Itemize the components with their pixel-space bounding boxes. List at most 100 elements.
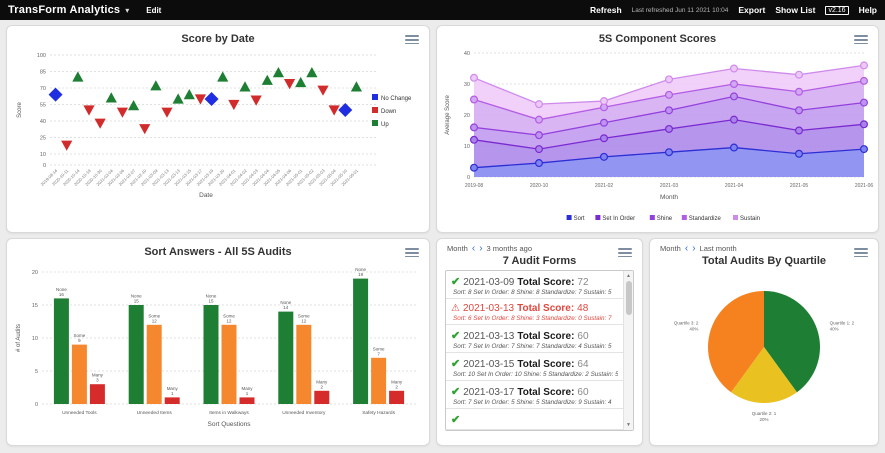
area-point[interactable] xyxy=(534,131,543,140)
area-point[interactable] xyxy=(664,90,673,99)
bar[interactable] xyxy=(71,344,87,404)
scatter-point[interactable] xyxy=(228,99,240,111)
scatter-point[interactable] xyxy=(105,92,117,103)
area-point[interactable] xyxy=(794,87,803,96)
area-point[interactable] xyxy=(859,76,868,85)
scatter-point[interactable] xyxy=(306,67,318,78)
next-period-icon[interactable]: › xyxy=(692,243,696,254)
area-point[interactable] xyxy=(599,118,608,127)
scatter-point[interactable] xyxy=(272,67,285,78)
scatter-point[interactable] xyxy=(250,95,262,106)
legend-item[interactable]: Up xyxy=(372,120,389,128)
area-point[interactable] xyxy=(729,64,738,73)
pie-slice[interactable] xyxy=(731,347,797,403)
bar[interactable] xyxy=(314,390,330,404)
scatter-point[interactable] xyxy=(261,74,273,85)
area-point[interactable] xyxy=(729,92,738,101)
scatter-point[interactable] xyxy=(239,81,251,92)
area-point[interactable] xyxy=(729,115,738,124)
audit-list-item[interactable]: ✔ xyxy=(446,409,623,430)
panel-menu-icon[interactable] xyxy=(854,33,868,47)
scatter-point[interactable] xyxy=(150,80,162,91)
scatter-point[interactable] xyxy=(72,71,84,82)
area-point[interactable] xyxy=(534,115,543,124)
area-point[interactable] xyxy=(664,106,673,115)
export-button[interactable]: Export xyxy=(738,5,766,15)
scroll-down-icon[interactable]: ▼ xyxy=(626,422,631,428)
scatter-point[interactable] xyxy=(295,76,307,88)
panel-menu-icon[interactable] xyxy=(405,33,419,47)
scroll-thumb[interactable] xyxy=(626,281,632,315)
bar[interactable] xyxy=(239,397,255,404)
audit-list-item[interactable]: ✔ 2021-03-13 Total Score: 60 Sort: 7 Set In … xyxy=(446,325,623,353)
legend-item[interactable]: Down xyxy=(372,107,396,115)
pie-slice[interactable] xyxy=(708,291,764,393)
scatter-point[interactable] xyxy=(350,81,363,92)
audit-list-item[interactable]: ✔ 2021-03-09 Total Score: 72 Sort: 8 Set In … xyxy=(446,271,623,299)
show-list-button[interactable]: Show List xyxy=(775,5,816,15)
legend-item[interactable]: Sort xyxy=(566,215,584,222)
bar[interactable] xyxy=(89,384,105,404)
area-point[interactable] xyxy=(859,120,868,129)
scatter-point[interactable] xyxy=(94,118,106,129)
bar[interactable] xyxy=(203,305,219,404)
scatter-point[interactable] xyxy=(172,93,184,104)
area-band[interactable] xyxy=(473,96,864,150)
scatter-point[interactable] xyxy=(283,79,296,90)
audit-list-item[interactable]: ✔ 2021-03-17 Total Score: 60 Sort: 7 Set In … xyxy=(446,381,623,409)
area-point[interactable] xyxy=(664,148,673,157)
area-point[interactable] xyxy=(599,152,608,161)
pie-slice[interactable] xyxy=(764,291,820,393)
scatter-point[interactable] xyxy=(116,107,129,118)
edit-menu[interactable]: Edit xyxy=(146,5,162,15)
area-point[interactable] xyxy=(469,135,478,144)
area-band[interactable] xyxy=(473,147,864,177)
scatter-point[interactable] xyxy=(328,105,340,116)
bar[interactable] xyxy=(296,324,312,404)
area-point[interactable] xyxy=(534,145,543,154)
area-point[interactable] xyxy=(729,79,738,88)
scatter-point[interactable] xyxy=(183,89,195,100)
bar[interactable] xyxy=(221,324,237,404)
area-point[interactable] xyxy=(469,163,478,172)
legend-item[interactable]: Standardize xyxy=(681,215,721,222)
panel-menu-icon[interactable] xyxy=(618,246,632,260)
help-button[interactable]: Help xyxy=(858,5,877,15)
area-point[interactable] xyxy=(664,75,673,84)
chevron-down-icon[interactable]: ▾ xyxy=(125,5,130,15)
area-point[interactable] xyxy=(794,126,803,135)
bar[interactable] xyxy=(371,357,387,404)
area-point[interactable] xyxy=(469,95,478,104)
bar[interactable] xyxy=(53,298,69,404)
scatter-point[interactable] xyxy=(61,140,73,151)
area-point[interactable] xyxy=(599,97,608,106)
refresh-button[interactable]: Refresh xyxy=(590,5,622,15)
legend-item[interactable]: Set In Order xyxy=(594,215,635,222)
scrollbar[interactable]: ▲ ▼ xyxy=(623,271,633,430)
scatter-point[interactable] xyxy=(204,92,219,106)
panel-menu-icon[interactable] xyxy=(854,246,868,260)
bar[interactable] xyxy=(389,390,405,404)
legend-item[interactable]: No Change xyxy=(372,94,412,102)
area-point[interactable] xyxy=(794,106,803,115)
area-point[interactable] xyxy=(599,134,608,143)
legend-item[interactable]: Shine xyxy=(649,215,672,222)
area-point[interactable] xyxy=(534,159,543,168)
area-point[interactable] xyxy=(859,61,868,70)
scatter-point[interactable] xyxy=(161,107,173,118)
area-point[interactable] xyxy=(469,73,478,82)
area-point[interactable] xyxy=(534,100,543,109)
bar[interactable] xyxy=(353,278,369,404)
area-point[interactable] xyxy=(859,98,868,107)
area-point[interactable] xyxy=(664,124,673,133)
panel-menu-icon[interactable] xyxy=(405,246,419,260)
next-period-icon[interactable]: › xyxy=(479,243,483,254)
area-point[interactable] xyxy=(469,123,478,132)
scatter-point[interactable] xyxy=(194,94,207,105)
scatter-point[interactable] xyxy=(338,103,353,117)
scatter-point[interactable] xyxy=(83,105,95,116)
bar[interactable] xyxy=(164,397,180,404)
prev-period-icon[interactable]: ‹ xyxy=(684,243,689,254)
scatter-point[interactable] xyxy=(217,71,229,82)
area-point[interactable] xyxy=(729,143,738,152)
